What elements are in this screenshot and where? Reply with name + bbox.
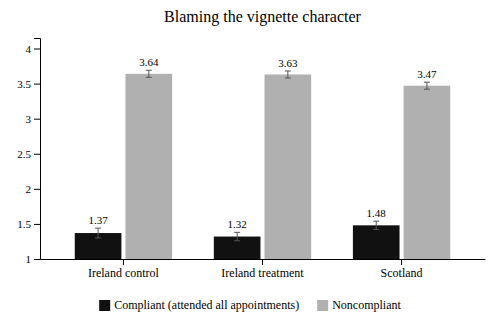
error-cap [95, 237, 101, 238]
error-cap [146, 70, 152, 71]
y-axis-line [34, 39, 41, 260]
y-tick-mark [34, 259, 40, 260]
error-bar [424, 82, 430, 89]
error-bar [95, 228, 101, 238]
data-label: 1.32 [228, 218, 247, 230]
error-cap [285, 77, 291, 78]
error-cap [234, 240, 240, 241]
data-label: 3.64 [139, 56, 159, 68]
y-tick: 3.5 [17, 78, 40, 90]
error-line [426, 82, 427, 89]
error-cap [424, 89, 430, 90]
error-cap [285, 70, 291, 71]
bar [404, 86, 451, 259]
legend-item: Compliant (attended all appointments) [99, 298, 299, 312]
error-line [376, 221, 377, 229]
data-labels: 1.37 1.32 1.48 3.64 3.63 3.47 [88, 56, 437, 230]
error-line [98, 228, 99, 238]
y-tick-label: 3 [26, 113, 32, 125]
error-bar [146, 70, 152, 77]
x-tick-label: Ireland treatment [221, 266, 304, 280]
error-cap [373, 229, 379, 230]
legend-label: Compliant (attended all appointments) [114, 298, 299, 312]
y-tick-mark [34, 119, 40, 120]
legend-swatch [317, 300, 328, 311]
error-line [148, 70, 149, 77]
y-tick-mark [34, 84, 40, 85]
bar [353, 225, 400, 259]
legend-label: Noncompliant [332, 298, 401, 312]
error-cap [146, 77, 152, 78]
bar [125, 74, 172, 259]
plot: 1.37 1.32 1.48 3.64 3.63 3.47 1 1.5 2 2.5 3 3.5 4 Ire… [17, 39, 485, 280]
y-tick-mark [34, 224, 40, 225]
y-tick-label: 4 [26, 43, 32, 55]
error-cap [424, 82, 430, 83]
chart: Blaming the vignette character1.371.321.… [0, 0, 500, 321]
x-tick: Scotland [381, 259, 423, 280]
series [125, 70, 450, 259]
legend-swatch [99, 300, 110, 311]
y-tick-mark [34, 189, 40, 190]
y-tick-label: 2.5 [17, 148, 31, 160]
x-tick-mark [401, 259, 402, 265]
y-tick: 2.5 [17, 148, 40, 160]
y-tick-mark [34, 49, 40, 50]
data-label: 3.47 [417, 68, 437, 80]
x-tick-mark [262, 259, 263, 265]
bar [265, 74, 312, 259]
x-tick-mark [123, 259, 124, 265]
error-cap [373, 221, 379, 222]
y-tick-label: 1.5 [17, 218, 31, 230]
y-tick-label: 2 [26, 183, 32, 195]
error-line [237, 232, 238, 240]
y-tick: 3 [26, 113, 41, 125]
error-bar [373, 221, 379, 229]
x-tick-label: Ireland control [88, 266, 160, 280]
error-bar [285, 71, 291, 78]
x-tick: Ireland control [88, 259, 160, 280]
x-tick: Ireland treatment [221, 259, 304, 280]
y-axis: 1 1.5 2 2.5 3 3.5 4 [17, 39, 40, 266]
y-tick-label: 1 [26, 253, 32, 265]
error-bar [234, 232, 240, 240]
title: Blaming the vignette character [164, 8, 361, 26]
y-tick: 1 [26, 253, 41, 265]
y-tick: 2 [26, 183, 41, 195]
legend: Compliant (attended all appointments) Non… [99, 298, 401, 312]
y-tick: 4 [26, 43, 41, 55]
error-cap [234, 232, 240, 233]
data-label: 1.37 [88, 214, 108, 226]
x-tick-label: Scotland [381, 266, 423, 280]
data-label: 1.48 [367, 207, 387, 219]
x-axis: Ireland control Ireland treatment Scotland [41, 259, 486, 280]
y-tick-label: 3.5 [17, 78, 31, 90]
y-tick-mark [34, 154, 40, 155]
error-cap [95, 228, 101, 229]
y-tick: 1.5 [17, 218, 40, 230]
error-line [287, 71, 288, 78]
marks [75, 70, 450, 259]
data-label: 3.63 [278, 57, 298, 69]
legend-item: Noncompliant [317, 298, 401, 312]
